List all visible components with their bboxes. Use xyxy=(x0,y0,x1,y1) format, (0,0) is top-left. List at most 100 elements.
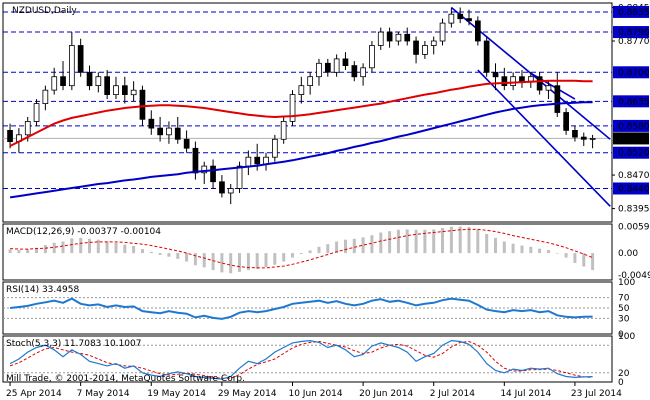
macd-histogram-bar xyxy=(564,253,568,258)
level-price-box xyxy=(613,66,649,79)
macd-histogram-bar xyxy=(158,253,162,255)
bearish-candle xyxy=(7,129,13,142)
macd-histogram-bar xyxy=(114,242,118,254)
rsi-axis-label: 100 xyxy=(618,278,635,288)
bearish-candle xyxy=(139,89,146,120)
macd-histogram-bar xyxy=(379,232,383,254)
macd-histogram-bar xyxy=(35,247,38,254)
bearish-candle xyxy=(148,118,155,129)
macd-histogram-bar xyxy=(299,253,303,254)
bullish-candle xyxy=(113,85,119,95)
macd-histogram-bar xyxy=(132,246,136,254)
rsi-axis-label: 50 xyxy=(618,304,630,314)
price-axis-label: 0.8470 xyxy=(618,171,650,181)
trend-channel-line xyxy=(477,69,611,207)
macd-histogram-bar xyxy=(167,253,171,257)
macd-histogram-bar xyxy=(17,250,21,254)
macd-histogram-bar xyxy=(317,246,321,254)
macd-pane[interactable]: 0.00596 0.00 -0.00493 MACD(12,26,9) -0.0037… xyxy=(2,222,650,281)
macd-histogram-bar xyxy=(591,253,595,271)
time-axis-label: 2 Jul 2014 xyxy=(430,389,475,399)
bearish-candle xyxy=(386,31,393,42)
rsi-axis-label: 30 xyxy=(618,314,630,324)
level-price-label: 0.8580 xyxy=(618,122,650,132)
bearish-candle xyxy=(413,40,419,55)
bearish-candle xyxy=(157,127,163,136)
macd-axis-label: 0.00 xyxy=(618,249,638,259)
level-price-box xyxy=(613,146,649,159)
bullish-candle xyxy=(236,165,243,189)
macd-histogram-bar xyxy=(573,253,577,263)
bearish-candle xyxy=(536,76,543,91)
bullish-candle xyxy=(33,103,40,122)
price-axis-label: 0.8395 xyxy=(618,205,650,215)
current-price-label: 0.8552 xyxy=(618,134,650,144)
macd-histogram-bar xyxy=(476,229,480,254)
stoch-axis-label: 0 xyxy=(618,378,624,388)
macd-title: MACD(12,26,9) -0.00377 -0.00104 xyxy=(6,227,161,237)
macd-histogram-bar xyxy=(193,253,197,266)
macd-histogram-bar xyxy=(432,229,436,254)
bullish-candle xyxy=(589,137,596,140)
macd-histogram-bar xyxy=(238,253,241,272)
stochastic-title: Stoch(5,3,3) 11.7083 10.1007 xyxy=(6,339,141,349)
rsi-title: RSI(14) 33.4958 xyxy=(6,285,79,295)
bearish-candle xyxy=(519,76,525,82)
macd-histogram-bar xyxy=(176,253,180,259)
macd-histogram-bar xyxy=(308,250,312,254)
bearish-candle xyxy=(192,147,199,174)
bearish-candle xyxy=(351,65,358,78)
macd-histogram-bar xyxy=(291,253,294,258)
bearish-candle xyxy=(501,76,508,86)
price-pane[interactable]: 0.88450.87700.84700.83950.88350.87900.87… xyxy=(2,2,650,223)
bullish-candle xyxy=(69,45,75,87)
time-axis-label: 25 Apr 2014 xyxy=(6,389,62,399)
bullish-candle xyxy=(201,165,208,174)
bullish-candle xyxy=(395,33,402,42)
macd-histogram-bar xyxy=(79,237,83,254)
bullish-candle xyxy=(271,138,278,158)
macd-histogram-bar xyxy=(485,233,489,254)
macd-histogram-bar xyxy=(467,227,471,254)
bullish-candle xyxy=(545,85,552,91)
bearish-candle xyxy=(86,71,93,87)
level-price-label: 0.8520 xyxy=(618,149,650,159)
price-pane-frame xyxy=(2,2,613,223)
bullish-candle xyxy=(528,76,534,82)
bullish-candle xyxy=(422,45,428,55)
macd-histogram-bar xyxy=(388,231,392,254)
bearish-candle xyxy=(474,20,481,42)
time-axis-label: 7 May 2014 xyxy=(77,389,130,399)
macd-histogram-bar xyxy=(264,253,268,267)
stoch-axis-label: 20 xyxy=(618,369,630,379)
macd-histogram-bar xyxy=(88,238,91,254)
bullish-candle xyxy=(227,188,234,194)
macd-histogram-bar xyxy=(547,250,550,254)
bullish-candle xyxy=(448,13,455,24)
bearish-candle xyxy=(183,138,190,149)
macd-axis-label: -0.00493 xyxy=(618,271,650,281)
current-price-box xyxy=(613,132,649,145)
macd-histogram-bar xyxy=(326,244,330,254)
macd-pane-frame xyxy=(2,223,613,281)
time-axis-label: 19 May 2014 xyxy=(147,389,206,399)
level-price-label: 0.8700 xyxy=(618,68,650,78)
bearish-candle xyxy=(77,45,84,73)
bullish-candle xyxy=(439,22,446,42)
rsi-axis-label: 70 xyxy=(618,294,630,304)
rsi-axis-label: 0 xyxy=(618,330,624,340)
bearish-candle xyxy=(572,129,578,138)
moving-average-fast xyxy=(9,79,593,147)
macd-histogram-bar xyxy=(61,241,65,254)
macd-histogram-bar xyxy=(538,248,542,254)
macd-histogram-bar xyxy=(352,238,356,254)
level-price-label: 0.8635 xyxy=(618,97,650,107)
macd-histogram-bar xyxy=(96,239,100,254)
macd-histogram-bar xyxy=(43,245,47,254)
bearish-candle xyxy=(324,62,331,73)
macd-histogram-bar xyxy=(26,249,30,254)
bearish-candle xyxy=(580,136,587,140)
